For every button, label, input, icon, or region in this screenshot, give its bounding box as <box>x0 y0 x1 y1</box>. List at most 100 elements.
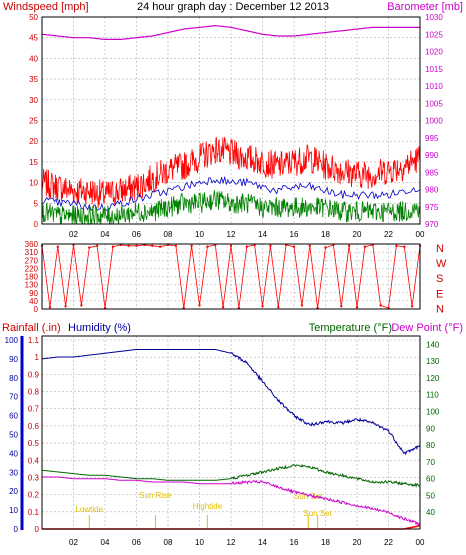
wind-direction-point <box>48 306 52 309</box>
barometer-tick-label: 1000 <box>425 117 443 126</box>
wind-direction-point <box>395 244 398 247</box>
wind-gust-line <box>41 136 421 208</box>
hour-tick-label: 22 <box>384 230 393 239</box>
rainfall-tick-label: 0.7 <box>28 405 40 414</box>
humidity-tick-label: 50 <box>9 431 18 440</box>
rainfall-tick-label: 0.8 <box>28 388 40 397</box>
windspeed-tick-label: 0 <box>34 220 39 229</box>
wind-direction-point <box>198 304 201 307</box>
windspeed-axis-label: Windspeed [mph] <box>3 1 89 13</box>
windspeed-tick-label: 30 <box>29 96 38 105</box>
wind-direction-point <box>340 305 343 308</box>
rain-humidity-temp-panel: Rainfall (.in) Humidity (%) Temperature … <box>2 322 463 547</box>
hour-tick-label: 04 <box>101 230 110 239</box>
wind-direction-point <box>403 245 406 248</box>
direction-tick-label: 310 <box>25 248 39 257</box>
wind-minimum-line <box>41 189 421 226</box>
temperature-line <box>42 463 421 488</box>
wind-direction-point <box>95 244 99 247</box>
wind-direction-point <box>410 305 414 308</box>
direction-tick-label: 360 <box>25 240 39 249</box>
barometer-tick-label: 995 <box>425 134 439 143</box>
wind-direction-point <box>324 246 327 249</box>
wind-direction-point <box>64 305 67 308</box>
barometer-tick-label: 1020 <box>425 48 443 57</box>
rainfall-tick-label: 0.4 <box>28 456 40 465</box>
hour-tick-label: 14 <box>258 538 267 547</box>
hour-tick-label: 12 <box>227 538 236 547</box>
windspeed-tick-label: 45 <box>29 34 38 43</box>
wind-direction-point <box>379 304 382 307</box>
wind-direction-point <box>190 244 193 247</box>
wind-direction-point <box>277 306 280 309</box>
rainfall-axis-label: Rainfall (.in) <box>2 322 61 334</box>
hour-tick-label: 22 <box>384 538 393 547</box>
dewpoint-axis-label: Dew Point (°F) <box>391 322 463 334</box>
windspeed-tick-label: 15 <box>29 158 38 167</box>
hour-tick-label: 18 <box>321 230 330 239</box>
event-label: Lowtide <box>75 505 103 514</box>
barometer-tick-label: 980 <box>425 186 439 195</box>
temperature-axis-label: Temperature (°F) <box>309 322 392 334</box>
direction-tick-label: 0 <box>34 305 39 314</box>
temperature-tick-label: 50 <box>426 491 435 500</box>
wind-direction-point <box>308 244 311 247</box>
wind-direction-point <box>135 244 138 247</box>
barometer-tick-label: 985 <box>425 168 439 177</box>
direction-tick-label: 220 <box>25 264 39 273</box>
wind-direction-point <box>300 304 304 307</box>
rainfall-tick-label: 0.2 <box>28 491 40 500</box>
temperature-tick-label: 90 <box>426 424 435 433</box>
temperature-tick-label: 70 <box>426 458 435 467</box>
wind-direction-point <box>56 245 59 248</box>
humidity-tick-label: 80 <box>9 374 18 383</box>
windspeed-tick-label: 10 <box>29 179 38 188</box>
compass-label: N <box>436 243 444 255</box>
wind-direction-point <box>206 245 209 248</box>
hour-tick-label: 00 <box>416 230 425 239</box>
wind-direction-frame <box>41 243 421 310</box>
humidity-tick-label: 40 <box>9 449 18 458</box>
wind-direction-point <box>229 244 233 247</box>
wind-direction-point <box>221 306 225 309</box>
barometer-line <box>41 24 420 41</box>
wind-direction-point <box>127 244 130 247</box>
wind-direction-point <box>111 245 115 248</box>
direction-tick-label: 270 <box>25 256 39 265</box>
temperature-tick-label: 80 <box>426 441 435 450</box>
rainfall-tick-label: 0.3 <box>28 473 40 482</box>
humidity-tick-label: 100 <box>5 336 19 345</box>
hour-tick-label: 02 <box>69 230 78 239</box>
barometer-tick-label: 970 <box>425 220 439 229</box>
windspeed-tick-label: 40 <box>29 54 38 63</box>
wind-plot-frame <box>41 16 421 225</box>
humidity-tick-label: 70 <box>9 393 18 402</box>
wind-direction-point <box>151 244 154 247</box>
temperature-tick-label: 140 <box>426 340 440 349</box>
hour-tick-label: 12 <box>227 230 236 239</box>
direction-tick-label: 180 <box>25 273 39 282</box>
rainfall-tick-label: 0.1 <box>28 508 40 517</box>
humidity-line <box>41 349 421 456</box>
windspeed-tick-label: 5 <box>34 199 39 208</box>
direction-tick-label: 40 <box>29 297 38 306</box>
temperature-tick-label: 60 <box>426 475 435 484</box>
hour-tick-label: 06 <box>132 538 141 547</box>
barometer-tick-label: 1010 <box>425 82 443 91</box>
barometer-tick-label: 1005 <box>425 99 443 108</box>
barometer-tick-label: 990 <box>425 151 439 160</box>
chart-title: 24 hour graph day : December 12 2013 <box>137 1 329 13</box>
humidity-tick-label: 90 <box>9 355 18 364</box>
barometer-tick-label: 975 <box>425 203 439 212</box>
hour-tick-label: 04 <box>101 538 110 547</box>
hour-tick-label: 20 <box>353 230 362 239</box>
wind-direction-point <box>174 244 178 247</box>
wind-direction-point <box>158 245 162 248</box>
temperature-tick-label: 40 <box>426 508 435 517</box>
humidity-tick-label: 20 <box>9 487 18 496</box>
wind-direction-point <box>269 244 272 247</box>
wind-direction-point <box>347 244 351 247</box>
wind-direction-point <box>363 245 367 248</box>
